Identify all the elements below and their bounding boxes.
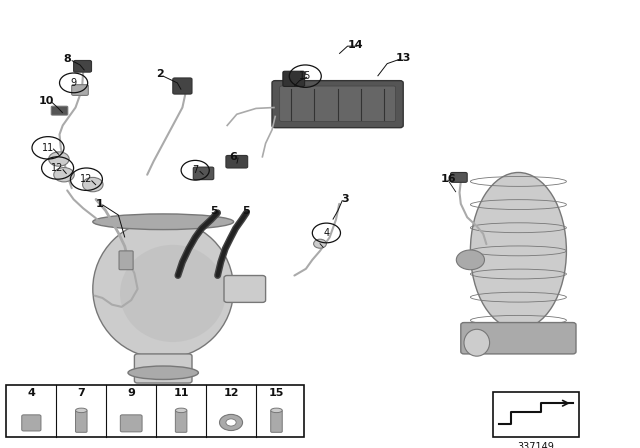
FancyBboxPatch shape [272, 81, 403, 128]
Text: 7: 7 [192, 165, 198, 175]
Text: 5: 5 [211, 206, 218, 215]
FancyBboxPatch shape [119, 251, 133, 270]
Text: 11: 11 [42, 143, 54, 153]
Bar [6, 385, 304, 437]
FancyBboxPatch shape [283, 71, 305, 86]
Circle shape [49, 152, 69, 166]
FancyBboxPatch shape [134, 354, 192, 383]
Text: 8: 8 [63, 54, 71, 64]
Text: 3: 3 [342, 194, 349, 204]
FancyBboxPatch shape [451, 172, 467, 182]
Circle shape [226, 419, 236, 426]
Ellipse shape [464, 329, 490, 356]
FancyBboxPatch shape [271, 410, 282, 432]
Ellipse shape [175, 408, 187, 413]
FancyBboxPatch shape [120, 415, 142, 432]
Text: 14: 14 [348, 40, 363, 50]
Text: 1: 1 [95, 199, 103, 209]
Ellipse shape [128, 366, 198, 379]
Text: 2: 2 [156, 69, 164, 79]
FancyBboxPatch shape [72, 85, 88, 95]
Ellipse shape [76, 408, 87, 413]
Ellipse shape [271, 408, 282, 413]
Ellipse shape [470, 172, 566, 329]
FancyBboxPatch shape [74, 60, 92, 72]
FancyBboxPatch shape [22, 415, 41, 431]
Circle shape [83, 177, 103, 192]
Text: 5: 5 [243, 206, 250, 215]
Text: 337149: 337149 [518, 442, 554, 448]
FancyBboxPatch shape [175, 410, 187, 432]
Text: 11: 11 [173, 388, 189, 398]
FancyBboxPatch shape [226, 155, 248, 168]
FancyBboxPatch shape [173, 78, 192, 94]
Ellipse shape [120, 245, 226, 342]
FancyBboxPatch shape [224, 276, 266, 302]
Text: 4: 4 [28, 388, 35, 398]
Text: 4: 4 [323, 228, 330, 238]
Text: 10: 10 [38, 96, 54, 106]
Circle shape [456, 250, 484, 270]
Text: 15: 15 [269, 388, 284, 398]
Text: 12: 12 [223, 388, 239, 398]
Text: 6: 6 [230, 152, 237, 162]
Text: 12: 12 [51, 163, 64, 173]
FancyBboxPatch shape [461, 323, 576, 354]
FancyBboxPatch shape [76, 410, 87, 432]
Text: 16: 16 [440, 174, 456, 184]
Ellipse shape [93, 214, 234, 229]
Circle shape [220, 414, 243, 431]
FancyBboxPatch shape [51, 106, 68, 115]
Bar [493, 392, 579, 437]
FancyBboxPatch shape [193, 167, 214, 180]
Text: 12: 12 [80, 174, 93, 184]
Text: 13: 13 [396, 53, 411, 63]
Text: 15: 15 [299, 71, 312, 81]
Text: 9: 9 [127, 388, 135, 398]
Circle shape [314, 239, 326, 248]
FancyBboxPatch shape [280, 86, 396, 121]
Text: 7: 7 [77, 388, 85, 398]
Text: 9: 9 [70, 78, 77, 88]
Ellipse shape [93, 220, 234, 358]
Circle shape [54, 168, 74, 182]
